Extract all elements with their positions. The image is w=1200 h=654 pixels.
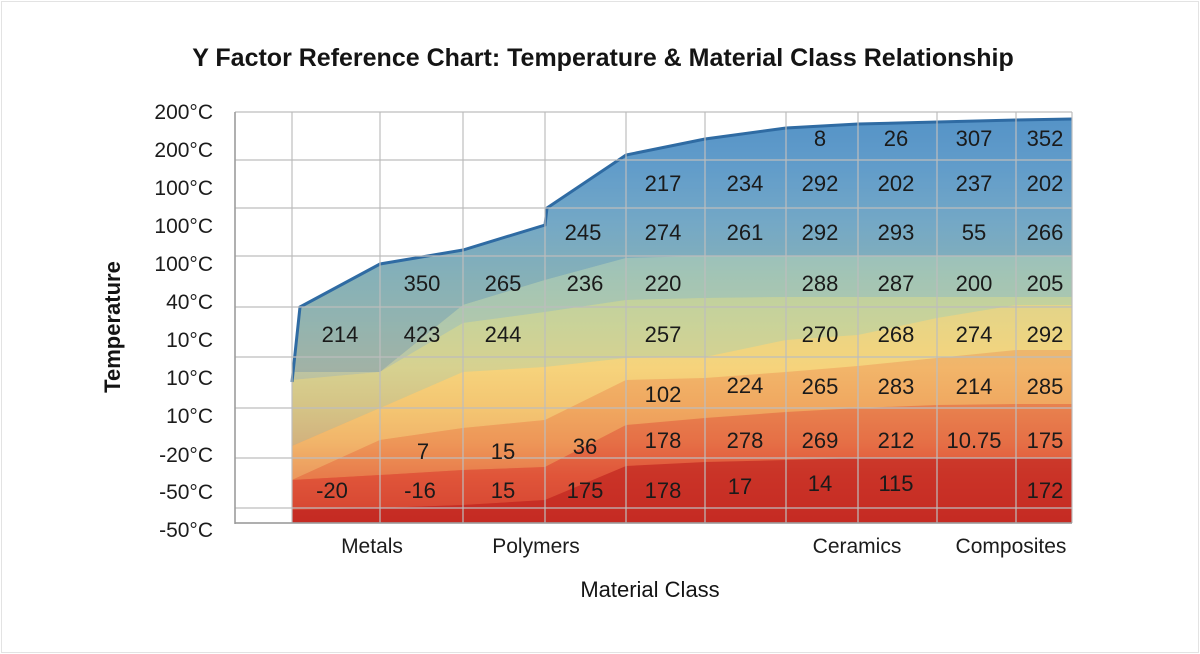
cell-value-label: 205 bbox=[1027, 271, 1064, 296]
cell-value-label: 265 bbox=[802, 374, 839, 399]
cell-value-label: 217 bbox=[645, 171, 682, 196]
y-tick-label: 100°C bbox=[154, 253, 213, 276]
x-axis-title: Material Class bbox=[580, 577, 719, 602]
cell-values: 214 350 423 7 -20 -16 265 244 15 15 245 236 36 175 217… bbox=[316, 126, 1063, 503]
x-tick-label: Ceramics bbox=[813, 535, 902, 558]
chart-title: Y Factor Reference Chart: Temperature & … bbox=[192, 44, 1014, 72]
cell-value-label: 214 bbox=[956, 374, 993, 399]
plot-area: 214 350 423 7 -20 -16 265 244 15 15 245 236 36 175 217… bbox=[234, 111, 1073, 524]
y-tick-label: -50°C bbox=[159, 519, 213, 542]
y-tick-label: 10°C bbox=[166, 405, 213, 428]
cell-value-label: 178 bbox=[645, 478, 682, 503]
y-tick-label: 200°C bbox=[154, 101, 213, 124]
cell-value-label: 115 bbox=[878, 471, 913, 496]
cell-value-label: 237 bbox=[956, 171, 993, 196]
cell-value-label: 292 bbox=[802, 171, 839, 196]
cell-value-label: 220 bbox=[645, 271, 682, 296]
cell-value-label: 283 bbox=[878, 374, 915, 399]
cell-value-label: 287 bbox=[878, 271, 915, 296]
y-tick-label: 10°C bbox=[166, 367, 213, 390]
cell-value-label: 202 bbox=[878, 171, 915, 196]
cell-value-label: 102 bbox=[645, 382, 682, 407]
cell-value-label: 274 bbox=[645, 220, 682, 245]
x-tick-label: Metals bbox=[341, 535, 403, 558]
cell-value-label: 212 bbox=[878, 428, 915, 453]
band-red bbox=[285, 458, 1072, 523]
cell-value-label: 261 bbox=[727, 220, 764, 245]
cell-value-label: 200 bbox=[956, 271, 993, 296]
cell-value-label: 423 bbox=[404, 322, 441, 347]
heat-bands bbox=[285, 119, 1072, 523]
cell-value-label: 175 bbox=[1027, 428, 1064, 453]
cell-value-label: 224 bbox=[727, 373, 764, 398]
cell-value-label: -20 bbox=[316, 478, 348, 503]
cell-value-label: 175 bbox=[567, 478, 604, 503]
cell-value-label: 269 bbox=[802, 428, 839, 453]
y-tick-label: 100°C bbox=[154, 215, 213, 238]
y-axis-ticks: 200°C 200°C 100°C 100°C 100°C 40°C 10°C 10°C 10°… bbox=[154, 101, 213, 542]
cell-value-label: 178 bbox=[645, 428, 682, 453]
band-orange bbox=[292, 350, 1072, 480]
cell-value-label: 278 bbox=[727, 428, 764, 453]
cell-value-label: 15 bbox=[491, 439, 515, 464]
cell-value-label: 265 bbox=[485, 271, 522, 296]
y-tick-label: -50°C bbox=[159, 481, 213, 504]
cell-value-label: 172 bbox=[1027, 478, 1064, 503]
cell-value-label: 8 bbox=[814, 126, 826, 151]
cell-value-label: 257 bbox=[645, 322, 682, 347]
cell-value-label: 14 bbox=[808, 471, 832, 496]
grid-lines bbox=[234, 111, 1073, 524]
cell-value-label: 7 bbox=[417, 439, 429, 464]
cell-value-label: 17 bbox=[728, 474, 752, 499]
band-red-orange bbox=[292, 404, 1072, 510]
cell-value-label: 234 bbox=[727, 171, 764, 196]
cell-value-label: 350 bbox=[404, 271, 441, 296]
band-yellow bbox=[292, 305, 1072, 480]
cell-value-label: 202 bbox=[1027, 171, 1064, 196]
cell-value-label: 36 bbox=[573, 434, 597, 459]
cell-value-label: 285 bbox=[1027, 374, 1064, 399]
cell-value-label: 245 bbox=[565, 220, 602, 245]
cell-value-label: 288 bbox=[802, 271, 839, 296]
cell-value-label: 26 bbox=[884, 126, 908, 151]
cell-value-label: 307 bbox=[956, 126, 993, 151]
cell-value-label: 292 bbox=[1027, 322, 1064, 347]
cell-value-label: 292 bbox=[802, 220, 839, 245]
cell-value-label: 270 bbox=[802, 322, 839, 347]
cell-value-label: 274 bbox=[956, 322, 993, 347]
cell-value-label: 268 bbox=[878, 322, 915, 347]
band-green bbox=[292, 297, 1072, 446]
y-tick-label: 100°C bbox=[154, 177, 213, 200]
cell-value-label: -16 bbox=[404, 478, 436, 503]
y-tick-label: 10°C bbox=[166, 329, 213, 352]
x-axis-ticks: Metals Polymers Ceramics Composites bbox=[341, 535, 1066, 558]
cell-value-label: 236 bbox=[567, 271, 604, 296]
y-tick-label: 200°C bbox=[154, 139, 213, 162]
x-tick-label: Polymers bbox=[492, 535, 580, 558]
cell-value-label: 55 bbox=[962, 220, 986, 245]
cell-value-label: 10.75 bbox=[946, 428, 1001, 453]
cell-value-label: 293 bbox=[878, 220, 915, 245]
y-axis-title: Temperature bbox=[100, 261, 125, 393]
cell-value-label: 352 bbox=[1027, 126, 1064, 151]
band-teal bbox=[292, 256, 1072, 380]
cell-value-label: 15 bbox=[491, 478, 515, 503]
cell-value-label: 214 bbox=[322, 322, 359, 347]
x-tick-label: Composites bbox=[956, 535, 1067, 558]
cell-value-label: 244 bbox=[485, 322, 522, 347]
y-tick-label: 40°C bbox=[166, 291, 213, 314]
cell-value-label: 266 bbox=[1027, 220, 1064, 245]
y-tick-label: -20°C bbox=[159, 444, 213, 467]
